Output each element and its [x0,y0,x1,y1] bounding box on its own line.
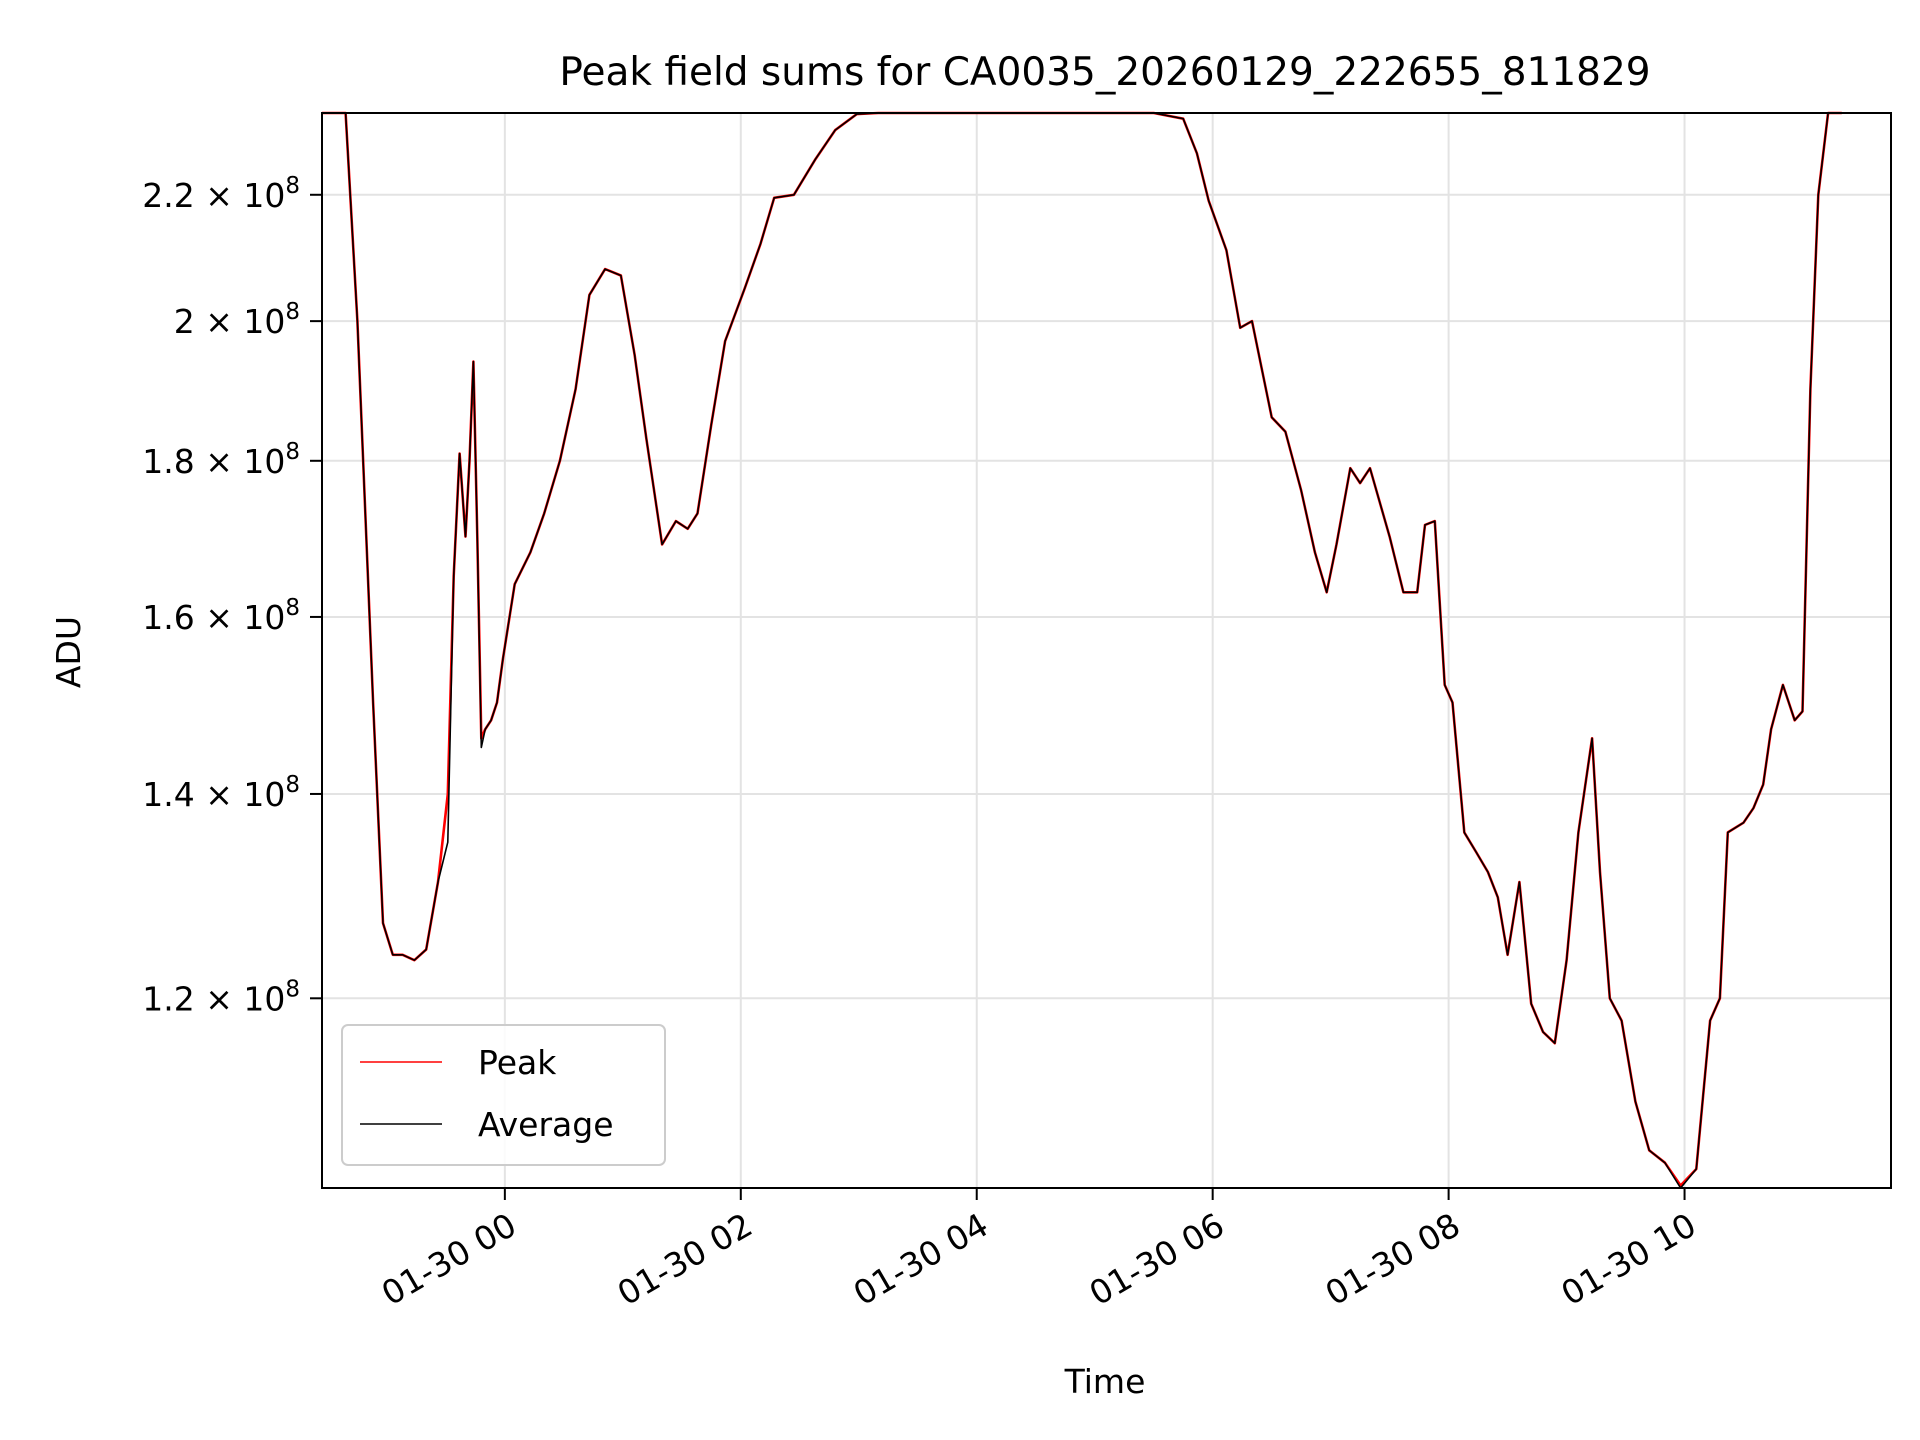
legend: Peak Average [341,1024,666,1166]
y-tick-exponent: 8 [285,976,300,1002]
y-tick-exponent: 8 [285,772,300,798]
y-tick-times-ten: × 10 [195,176,286,215]
series-layer [322,111,1842,1189]
grid [322,113,1891,1188]
legend-label-peak: Peak [478,1043,557,1082]
y-tick-mantissa: 1.8 [142,442,194,481]
y-tick-exponent: 8 [285,439,300,465]
y-tick-label: 2.2 × 108 [142,173,300,215]
y-tick-label: 1.6 × 108 [142,595,300,637]
y-tick-mantissa: 2 [174,302,195,341]
y-tick-times-ten: × 10 [195,302,286,341]
y-tick-times-ten: × 10 [195,979,286,1018]
y-tick-label: 1.4 × 108 [142,772,300,814]
y-tick-exponent: 8 [285,173,300,199]
y-tick-exponent: 8 [285,595,300,621]
y-tick-label: 1.2 × 108 [142,976,300,1018]
chart-title: Peak field sums for CA0035_20260129_2226… [559,50,1650,95]
y-tick-exponent: 8 [285,299,300,325]
y-axis-label: ADU [49,616,88,688]
x-axis-label: Time [1064,1362,1146,1401]
legend-label-average: Average [478,1105,614,1144]
plot-frame [321,112,1892,1189]
y-tick-mantissa: 1.6 [142,598,194,637]
y-tick-label: 2 × 108 [174,299,300,341]
y-tick-mantissa: 1.2 [142,979,194,1018]
y-tick-times-ten: × 10 [195,775,286,814]
y-tick-times-ten: × 10 [195,598,286,637]
y-tick-times-ten: × 10 [195,442,286,481]
y-tick-mantissa: 2.2 [142,176,194,215]
y-tick-label: 1.8 × 108 [142,439,300,481]
y-tick-mantissa: 1.4 [142,775,194,814]
series-line-average [322,112,1842,1189]
legend-box [341,1024,666,1166]
